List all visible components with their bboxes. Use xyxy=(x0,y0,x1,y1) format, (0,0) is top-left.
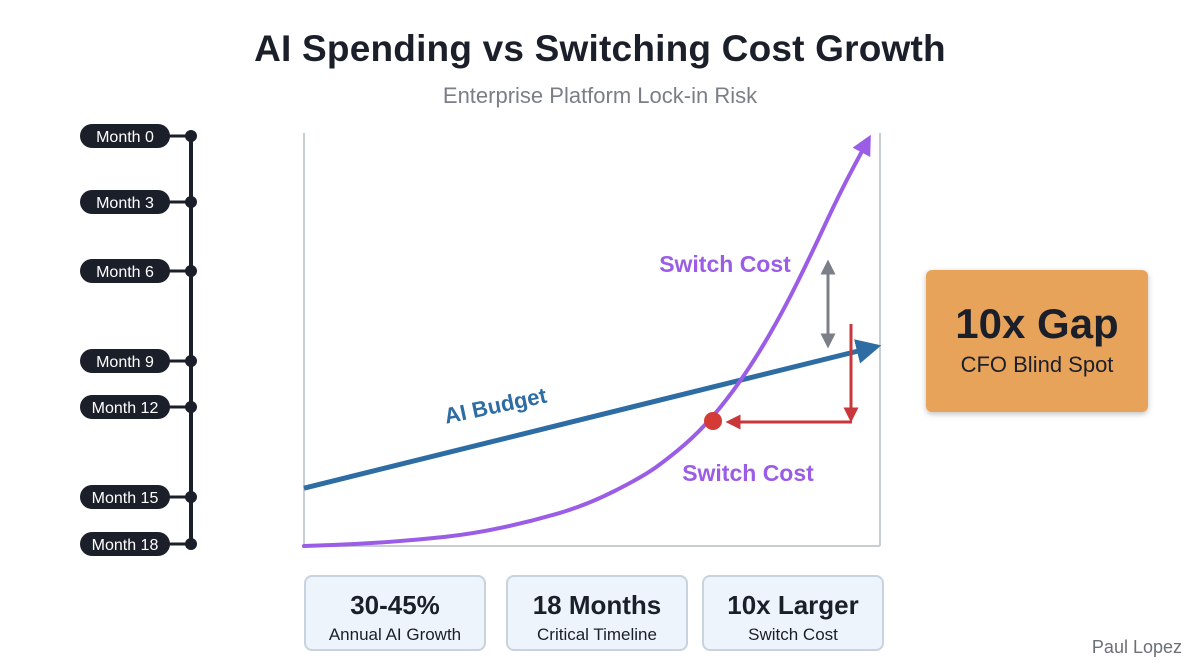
month-pill xyxy=(80,532,170,556)
chart-title: AI Spending vs Switching Cost Growth xyxy=(254,28,946,69)
gap-callout-subtitle: CFO Blind Spot xyxy=(960,352,1114,377)
timeline-month: Month 0 xyxy=(80,124,197,148)
month-label: Month 0 xyxy=(96,129,154,146)
switch-cost-upper-label: Switch Cost xyxy=(659,251,791,277)
stat-label: Critical Timeline xyxy=(537,625,657,644)
month-dot xyxy=(185,491,197,503)
month-label: Month 18 xyxy=(92,537,159,554)
chart-subtitle: Enterprise Platform Lock-in Risk xyxy=(442,83,758,108)
timeline-month: Month 15 xyxy=(80,485,197,509)
timeline-month: Month 18 xyxy=(80,532,197,556)
month-label: Month 15 xyxy=(92,490,159,507)
crossover-marker xyxy=(704,412,722,430)
ai-budget-series-label: AI Budget xyxy=(442,382,549,428)
timeline-month: Month 3 xyxy=(80,190,197,214)
spending-vs-switch-chart: AI Budget Switch Cost Switch Cost xyxy=(302,133,882,548)
stat-value: 10x Larger xyxy=(727,590,859,620)
switch-cost-curve xyxy=(302,134,871,548)
timeline-month: Month 6 xyxy=(80,259,197,283)
month-label: Month 3 xyxy=(96,195,154,212)
author-credit: Paul Lopez xyxy=(1091,637,1182,657)
stat-value: 18 Months xyxy=(532,590,662,620)
month-dot xyxy=(185,196,197,208)
month-dot xyxy=(185,130,197,142)
stat-card-switch-cost: 10x Larger Switch Cost xyxy=(702,575,884,651)
month-pill xyxy=(80,190,170,214)
month-label: Month 6 xyxy=(96,264,154,281)
stat-label: Annual AI Growth xyxy=(328,625,462,644)
month-dot xyxy=(185,355,197,367)
month-label: Month 9 xyxy=(96,354,154,371)
month-pill xyxy=(80,124,170,148)
stat-card-growth: 30-45% Annual AI Growth xyxy=(304,575,486,651)
timeline-month: Month 9 xyxy=(80,349,197,373)
month-timeline: Month 0 Month 3 Month 6 Month 9 Month 12 Mont… xyxy=(80,124,197,556)
month-dot xyxy=(185,265,197,277)
month-dot xyxy=(185,401,197,413)
timeline-month: Month 12 xyxy=(80,395,197,419)
stat-value: 30-45% xyxy=(350,590,440,620)
month-dot xyxy=(185,538,197,550)
stat-card-timeline: 18 Months Critical Timeline xyxy=(506,575,688,651)
month-pill xyxy=(80,485,170,509)
month-pill xyxy=(80,259,170,283)
month-pill xyxy=(80,349,170,373)
ai-budget-line xyxy=(303,339,882,491)
month-label: Month 12 xyxy=(92,400,159,417)
gap-callout: 10x Gap CFO Blind Spot xyxy=(926,270,1148,412)
stat-label: Switch Cost xyxy=(748,625,838,644)
month-pill xyxy=(80,395,170,419)
gap-callout-title: 10x Gap xyxy=(955,300,1119,347)
switch-cost-lower-label: Switch Cost xyxy=(682,460,814,486)
